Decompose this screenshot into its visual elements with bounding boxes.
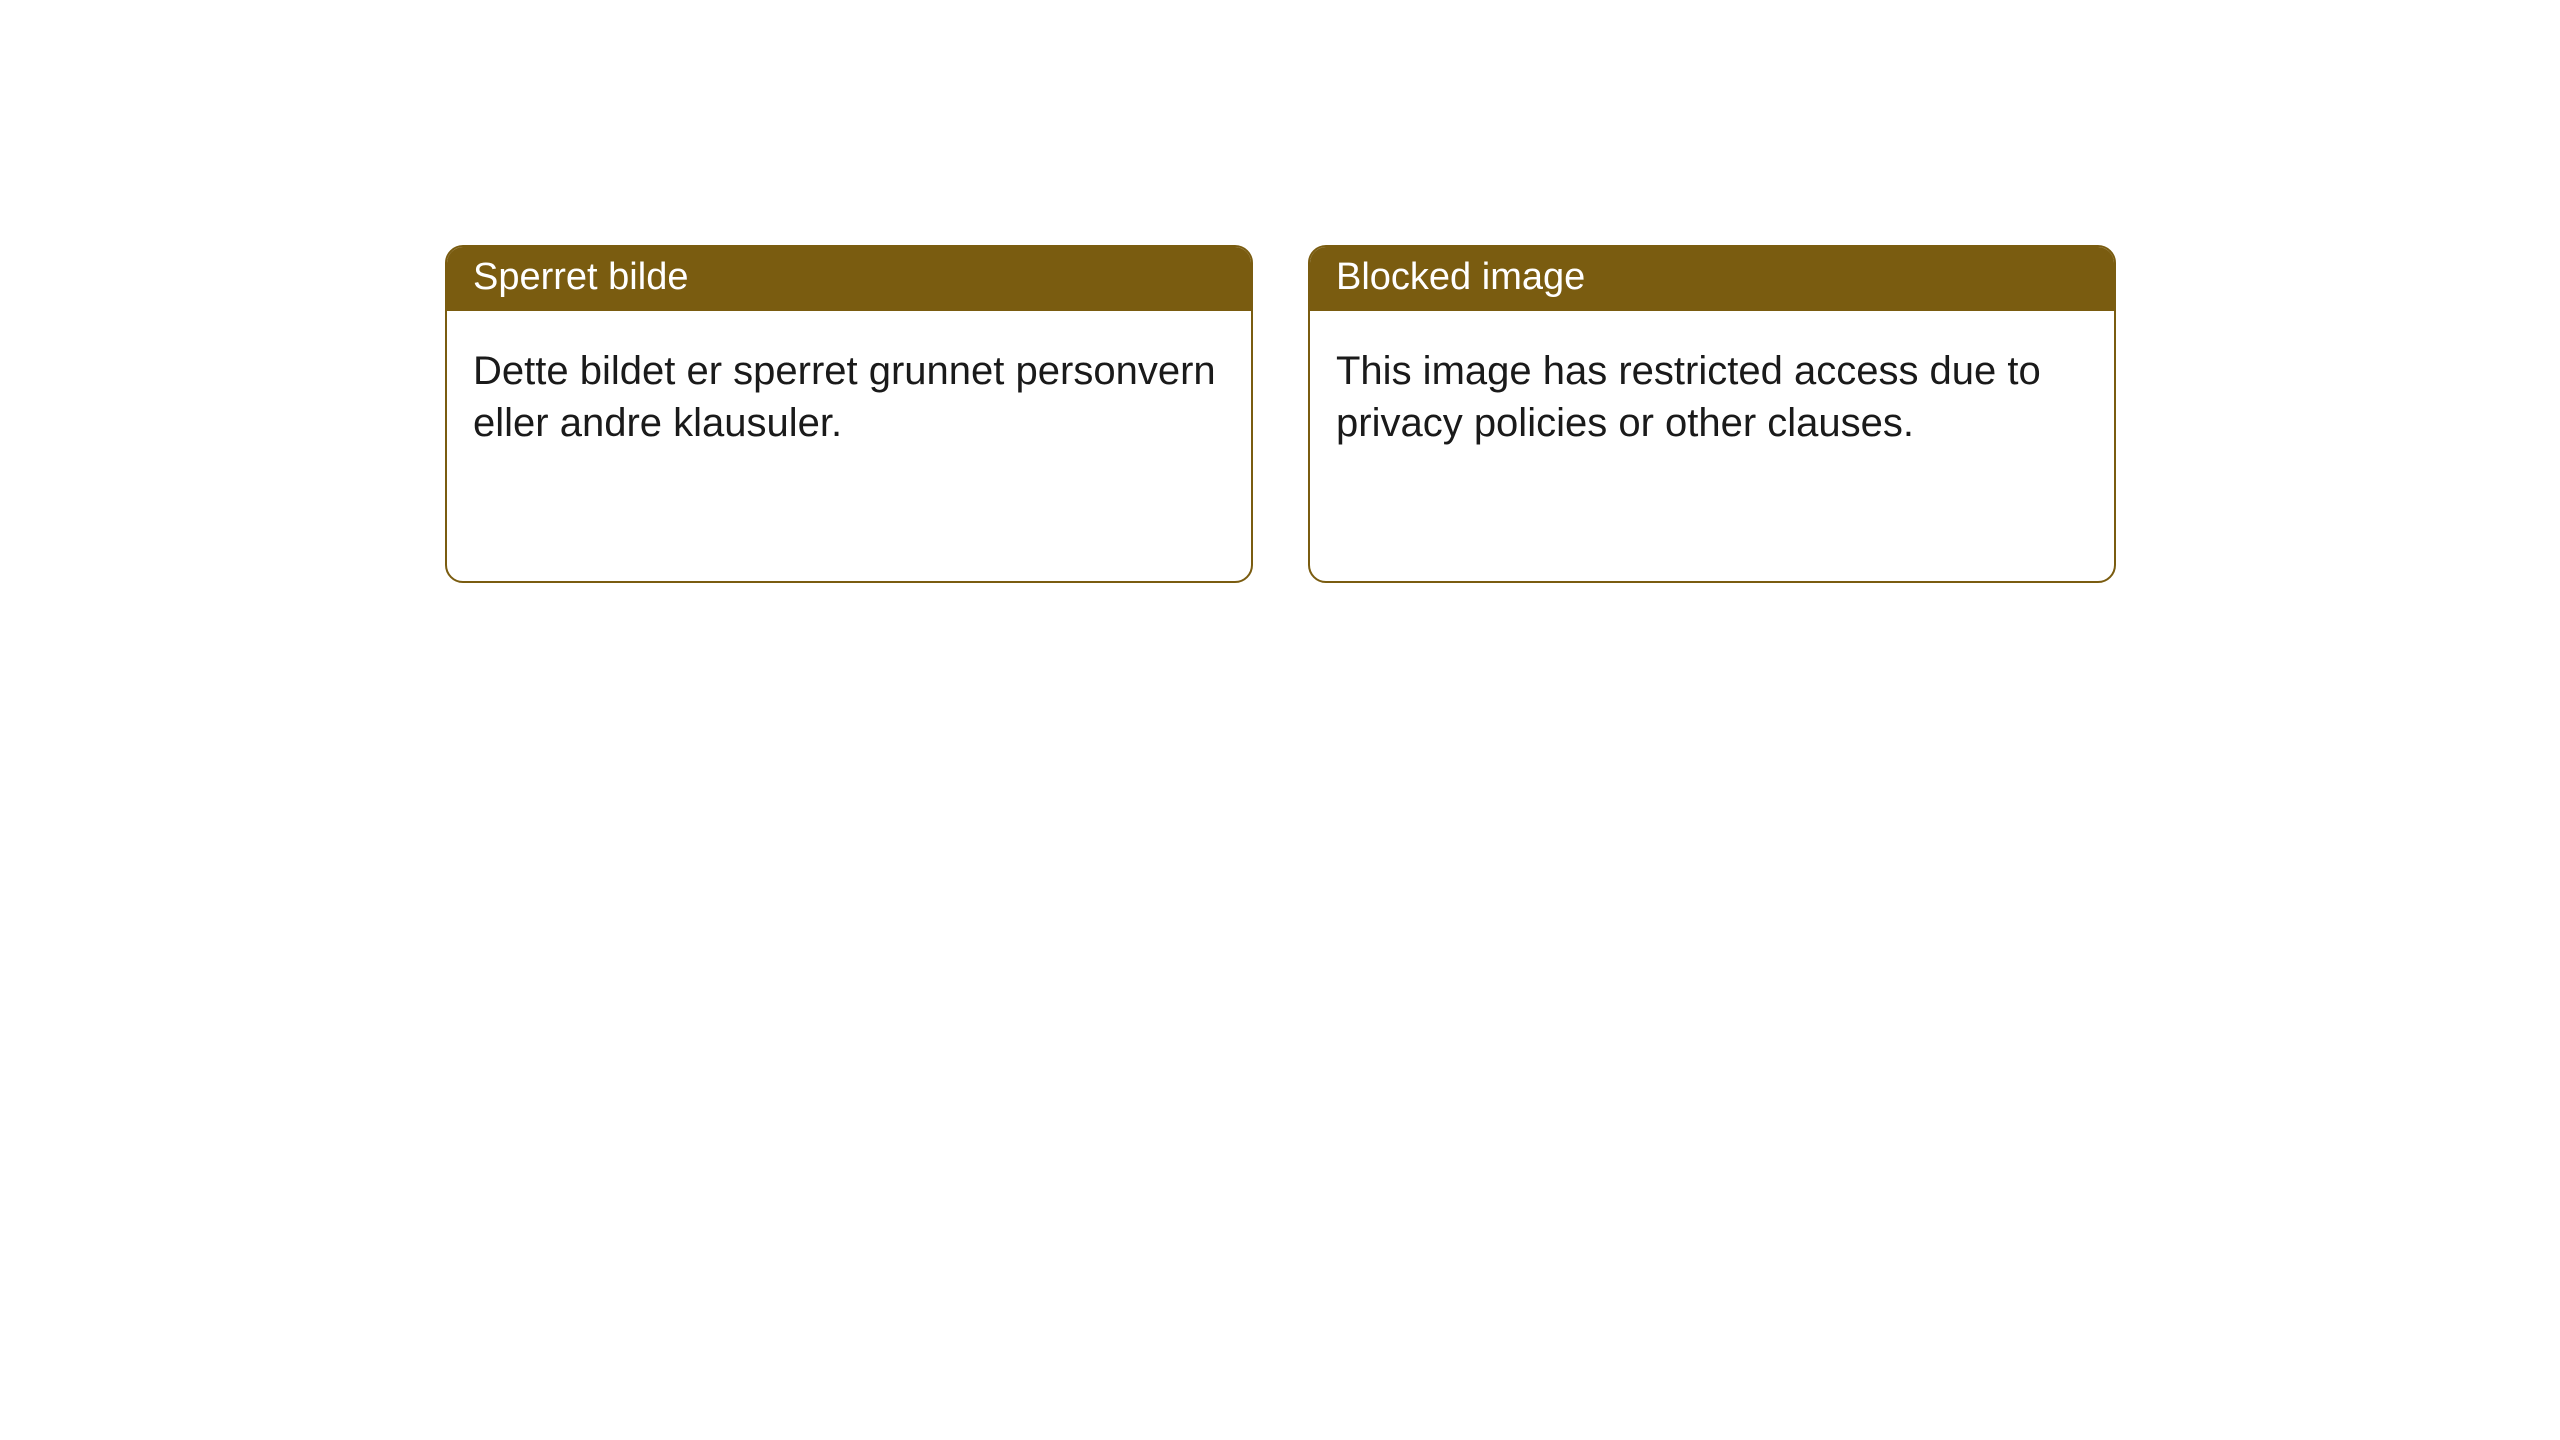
card-title: Sperret bilde [473, 256, 688, 298]
card-body: This image has restricted access due to … [1310, 311, 2114, 483]
card-message: This image has restricted access due to … [1336, 349, 2041, 445]
card-header: Blocked image [1310, 247, 2114, 311]
card-title: Blocked image [1336, 256, 1585, 298]
card-body: Dette bildet er sperret grunnet personve… [447, 311, 1251, 483]
notice-card-norwegian: Sperret bilde Dette bildet er sperret gr… [445, 245, 1253, 583]
notice-container: Sperret bilde Dette bildet er sperret gr… [445, 245, 2560, 583]
card-header: Sperret bilde [447, 247, 1251, 311]
notice-card-english: Blocked image This image has restricted … [1308, 245, 2116, 583]
card-message: Dette bildet er sperret grunnet personve… [473, 349, 1216, 445]
